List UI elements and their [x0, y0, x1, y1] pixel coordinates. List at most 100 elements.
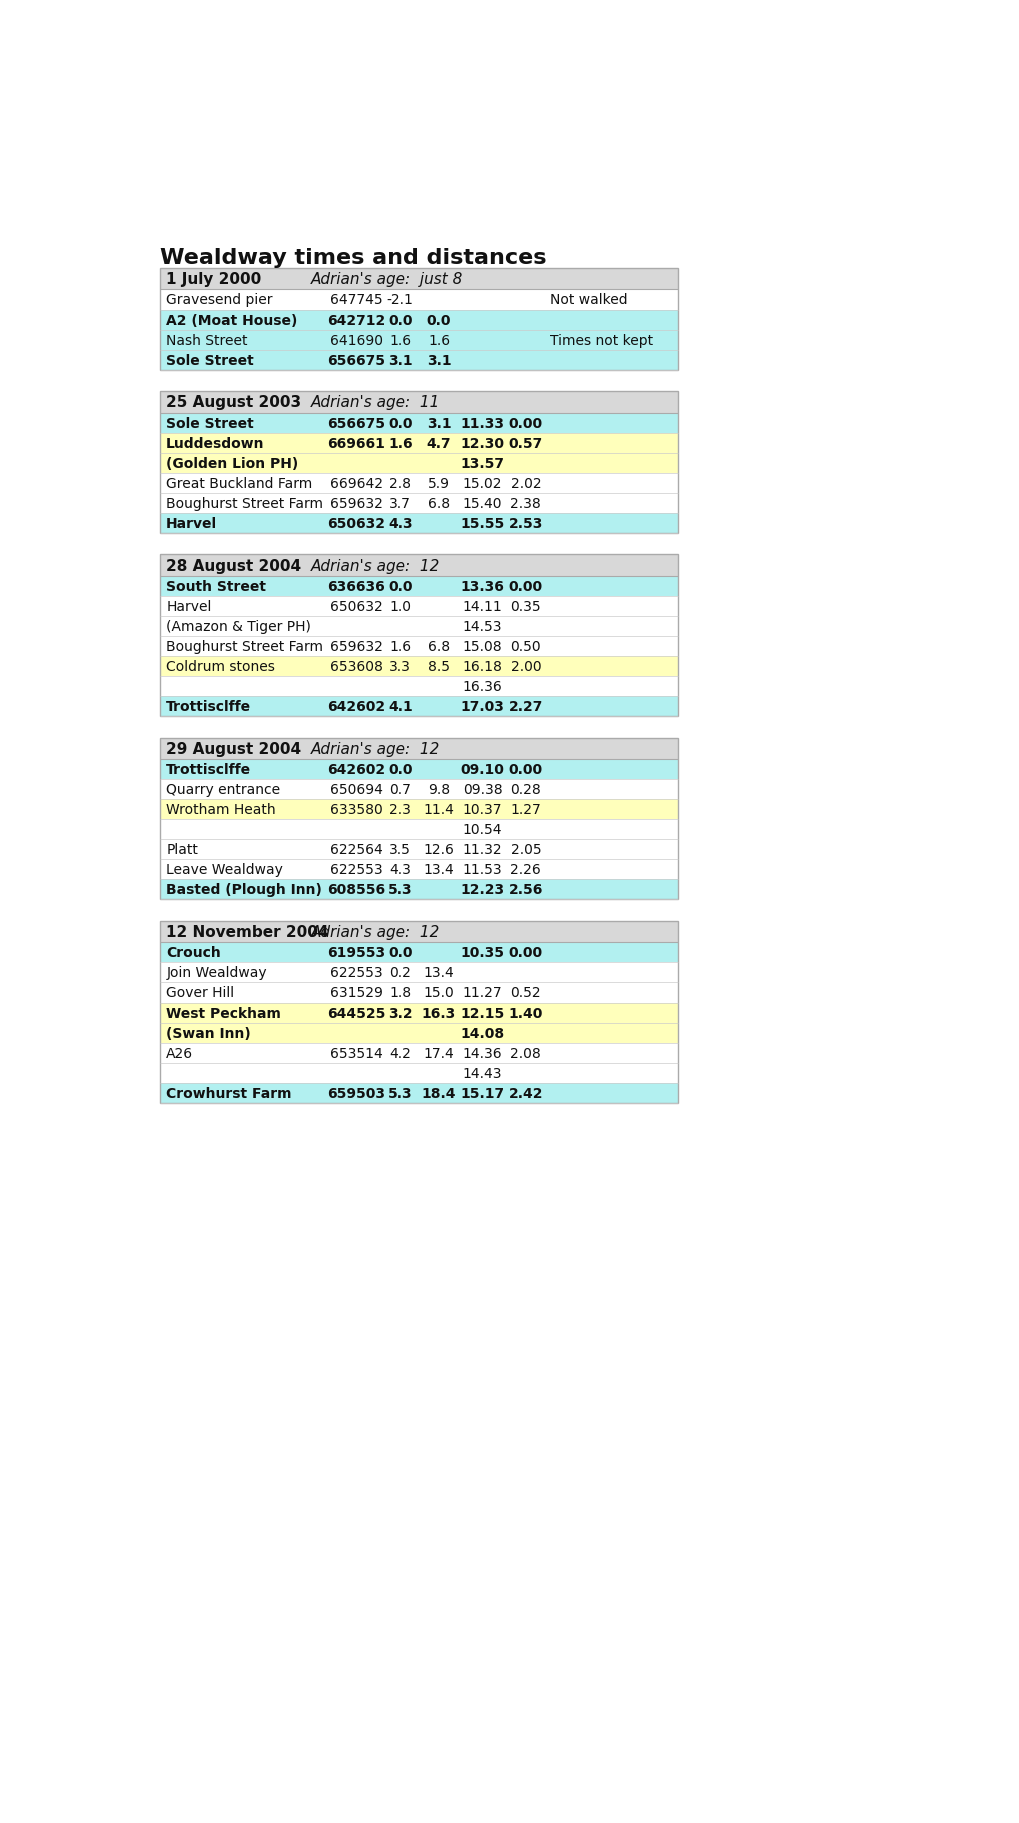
Text: 13.4: 13.4	[423, 966, 454, 981]
Text: 1.6: 1.6	[389, 334, 411, 348]
Text: 9.8: 9.8	[428, 782, 449, 797]
Text: 14.36: 14.36	[463, 1046, 501, 1059]
Bar	[160, 392, 677, 534]
Text: 15.17: 15.17	[460, 1087, 504, 1099]
Bar	[160, 350, 677, 370]
Text: 10.37: 10.37	[463, 802, 501, 817]
Text: 4.1: 4.1	[387, 700, 413, 713]
Bar	[160, 514, 677, 534]
Text: 14.08: 14.08	[460, 1026, 504, 1039]
Text: 2.38: 2.38	[510, 496, 541, 510]
Bar	[160, 554, 677, 716]
Bar	[160, 330, 677, 350]
Text: 3.1: 3.1	[426, 354, 451, 368]
Text: 650694: 650694	[329, 782, 382, 797]
Text: 0.28: 0.28	[510, 782, 541, 797]
Text: Adrian's age:  just 8: Adrian's age: just 8	[311, 272, 463, 286]
Text: Adrian's age:  12: Adrian's age: 12	[311, 924, 440, 939]
Text: 4.7: 4.7	[426, 436, 451, 450]
Text: 0.2: 0.2	[389, 966, 411, 981]
Text: 0.57: 0.57	[508, 436, 542, 450]
Bar	[160, 942, 677, 963]
Bar	[160, 616, 677, 636]
Text: 2.53: 2.53	[508, 516, 542, 530]
Text: 656675: 656675	[327, 354, 385, 368]
Bar	[160, 1083, 677, 1103]
Text: 2.8: 2.8	[389, 476, 411, 490]
Bar	[160, 738, 677, 901]
Text: Quarry entrance: Quarry entrance	[166, 782, 280, 797]
Text: Trottisclffe: Trottisclffe	[166, 762, 251, 777]
Bar	[160, 738, 677, 901]
Bar	[160, 576, 677, 596]
Text: 622553: 622553	[329, 862, 382, 877]
Text: 0.52: 0.52	[511, 986, 541, 1001]
Text: 13.57: 13.57	[460, 456, 504, 470]
Text: 0.0: 0.0	[387, 314, 412, 328]
Text: Trottisclffe: Trottisclffe	[166, 700, 251, 713]
Text: 1.6: 1.6	[387, 436, 413, 450]
Text: 2.3: 2.3	[389, 802, 411, 817]
Text: 2.27: 2.27	[508, 700, 542, 713]
Text: 11.33: 11.33	[460, 416, 504, 430]
Bar	[160, 268, 677, 290]
Text: 4.3: 4.3	[389, 862, 411, 877]
Text: 636636: 636636	[327, 580, 384, 594]
Text: 12.23: 12.23	[460, 882, 504, 897]
Text: 650632: 650632	[329, 600, 382, 614]
Text: 647745: 647745	[329, 294, 382, 308]
Text: 650632: 650632	[327, 516, 385, 530]
Text: 3.3: 3.3	[389, 660, 411, 675]
Text: 3.7: 3.7	[389, 496, 411, 510]
Bar	[160, 983, 677, 1003]
Text: Adrian's age:  11: Adrian's age: 11	[311, 396, 440, 410]
Text: 11.27: 11.27	[463, 986, 501, 1001]
Text: A2 (Moat House): A2 (Moat House)	[166, 314, 298, 328]
Text: 641690: 641690	[329, 334, 382, 348]
Text: 653514: 653514	[329, 1046, 382, 1059]
Bar	[160, 921, 677, 942]
Bar	[160, 554, 677, 576]
Bar	[160, 494, 677, 514]
Text: 659503: 659503	[327, 1087, 385, 1099]
Text: Sole Street: Sole Street	[166, 354, 254, 368]
Text: 18.4: 18.4	[422, 1087, 455, 1099]
Text: 12.15: 12.15	[460, 1006, 504, 1019]
Text: 13.4: 13.4	[423, 862, 454, 877]
Bar	[160, 656, 677, 676]
Text: 29 August 2004: 29 August 2004	[166, 742, 301, 757]
Text: Platt: Platt	[166, 842, 198, 857]
Text: 0.0: 0.0	[387, 580, 412, 594]
Text: 15.0: 15.0	[423, 986, 454, 1001]
Text: 10.35: 10.35	[460, 946, 504, 961]
Bar	[160, 1023, 677, 1043]
Bar	[160, 676, 677, 696]
Text: 1.0: 1.0	[389, 600, 411, 614]
Text: Coldrum stones: Coldrum stones	[166, 660, 275, 675]
Bar	[160, 554, 677, 716]
Bar	[160, 696, 677, 716]
Text: 4.2: 4.2	[389, 1046, 411, 1059]
Text: Wealdway times and distances: Wealdway times and distances	[160, 248, 546, 268]
Text: Leave Wealdway: Leave Wealdway	[166, 862, 283, 877]
Bar	[160, 636, 677, 656]
Bar	[160, 738, 677, 760]
Text: 16.36: 16.36	[463, 680, 501, 695]
Text: 25 August 2003: 25 August 2003	[166, 396, 301, 410]
Text: 16.3: 16.3	[422, 1006, 455, 1019]
Text: Wrotham Heath: Wrotham Heath	[166, 802, 275, 817]
Text: 8.5: 8.5	[428, 660, 449, 675]
Text: 3.5: 3.5	[389, 842, 411, 857]
Text: 15.55: 15.55	[460, 516, 504, 530]
Text: 2.05: 2.05	[511, 842, 541, 857]
Text: West Peckham: West Peckham	[166, 1006, 281, 1019]
Text: 608556: 608556	[327, 882, 385, 897]
Bar	[160, 596, 677, 616]
Text: 631529: 631529	[329, 986, 382, 1001]
Text: Nash Street: Nash Street	[166, 334, 248, 348]
Text: Times not kept: Times not kept	[549, 334, 652, 348]
Text: 0.0: 0.0	[387, 762, 412, 777]
Text: 0.0: 0.0	[387, 416, 412, 430]
Text: 0.0: 0.0	[426, 314, 450, 328]
Text: 0.50: 0.50	[511, 640, 541, 654]
